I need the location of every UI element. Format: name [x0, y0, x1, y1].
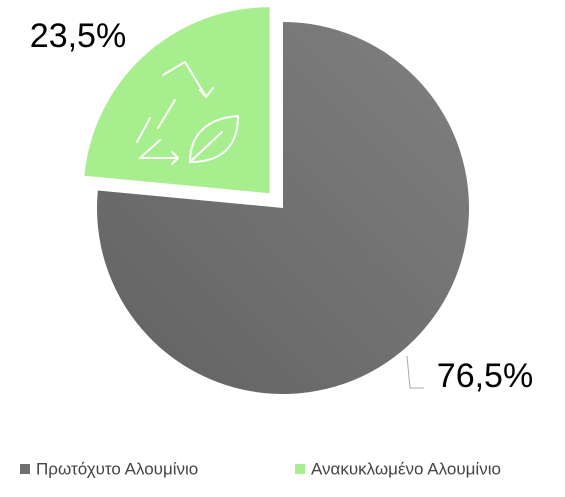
data-label: 76,5% [437, 357, 533, 395]
legend-label: Πρωτόχυτο Αλουμίνιο [36, 459, 198, 478]
legend-label: Ανακυκλωμένο Αλουμίνιο [311, 459, 501, 478]
data-label: 23,5% [30, 17, 126, 55]
leader-line [406, 355, 424, 389]
legend-swatch [295, 464, 305, 474]
pie [84, 7, 469, 394]
recycle-icon [136, 61, 239, 165]
slice-shade [97, 22, 469, 394]
legend-swatch [20, 464, 30, 474]
pie-slice [84, 7, 270, 194]
